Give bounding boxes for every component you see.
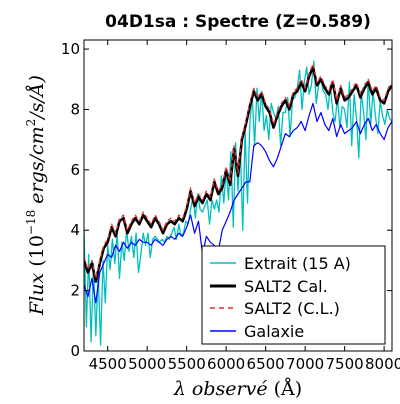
- legend: Extrait (15 A) SALT2 Cal. SALT2 (C.L.) G…: [201, 245, 386, 345]
- x-axis-label-word: observé: [192, 378, 268, 400]
- x-tick-label: 5000: [128, 355, 166, 373]
- series-line-extrait-15-a: [84, 60, 392, 346]
- y-tick-label: 8: [70, 100, 80, 118]
- legend-label-salt2-cal: SALT2 Cal.: [244, 277, 328, 296]
- y-axis-label-exponent: −18: [24, 210, 38, 235]
- x-tick-label: 6500: [247, 355, 285, 373]
- x-tick-label: 6000: [207, 355, 245, 373]
- y-axis-label: Flux (10−18 ergs/cm2/s/Å): [24, 75, 48, 316]
- y-axis-ticks: 0 2 4 6 8 10: [61, 40, 392, 360]
- y-axis-label-unit-sup: 2: [24, 119, 38, 127]
- y-tick-label: 0: [70, 342, 80, 360]
- x-axis-ticks: 4500 5000 5500 6000 6500 7000 7500 8000: [89, 40, 400, 373]
- x-tick-label: 7500: [326, 355, 364, 373]
- y-axis-label-rest: /s/Å): [26, 75, 48, 121]
- x-tick-label: 7000: [286, 355, 324, 373]
- y-tick-label: 2: [70, 282, 80, 300]
- plot-frame: [83, 39, 393, 352]
- series-line-salt2-c-l: [84, 63, 392, 280]
- x-axis-label-unit: (Å): [274, 378, 303, 400]
- x-axis-label: λ observé (Å): [173, 378, 302, 400]
- y-axis-label-open: (10: [26, 235, 48, 267]
- legend-label-extrait: Extrait (15 A): [244, 254, 351, 273]
- y-axis-label-unit: ergs/cm: [26, 126, 48, 203]
- x-tick-label: 8000: [365, 355, 400, 373]
- legend-label-salt2-cl: SALT2 (C.L.): [244, 299, 340, 318]
- y-axis-label-flux: Flux: [26, 272, 48, 315]
- chart-title: 04D1sa : Spectre (Z=0.589): [105, 12, 371, 32]
- x-tick-label: 5500: [168, 355, 206, 373]
- legend-label-galaxie: Galaxie: [244, 322, 304, 341]
- y-tick-label: 4: [70, 221, 80, 239]
- y-tick-label: 6: [70, 161, 80, 179]
- series-line-galaxie: [84, 102, 392, 304]
- x-axis-label-lambda: λ: [173, 378, 186, 400]
- series-line-salt2-cal: [84, 65, 392, 283]
- y-tick-label: 10: [61, 40, 80, 58]
- x-tick-label: 4500: [89, 355, 127, 373]
- series-layer: [84, 60, 392, 346]
